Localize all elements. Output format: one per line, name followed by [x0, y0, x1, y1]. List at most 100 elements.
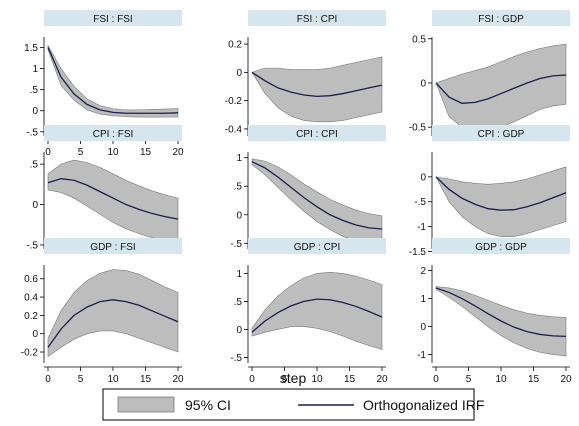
panel-title: CPI : FSI: [93, 129, 134, 140]
irf-line: [435, 74, 567, 104]
x-tick-label: 15: [344, 374, 356, 385]
x-tick-label: 0: [45, 147, 51, 158]
y-tick-label: 0.4: [24, 293, 38, 304]
y-tick-label: 1: [236, 153, 242, 164]
panel-title: GDP : GDP: [475, 242, 527, 253]
panel-title: CPI : CPI: [296, 129, 338, 140]
y-tick-label: 1: [32, 64, 38, 75]
y-tick-label: -0.5: [409, 123, 427, 134]
y-tick-label: -.5: [414, 197, 426, 208]
panel-header: [248, 10, 386, 26]
y-tick-label: 0.2: [24, 311, 38, 322]
irf-line: [47, 299, 179, 348]
y-tick-label: -.5: [230, 353, 242, 364]
y-tick-label: .5: [30, 85, 39, 96]
legend-irf-label: Orthogonalized IRF: [363, 397, 484, 413]
ci-band: [251, 56, 383, 123]
x-tick-label: 0: [45, 374, 51, 385]
panel-header: [432, 238, 570, 254]
panel-header: [432, 10, 570, 26]
y-tick-label: 0: [32, 329, 38, 340]
y-tick-label: 0: [236, 68, 242, 79]
irf-line: [251, 161, 383, 230]
panel-header: [248, 125, 386, 141]
legend-ci-swatch: [117, 396, 175, 413]
y-tick-label: -0.2: [225, 96, 243, 107]
x-tick-label: 0: [249, 374, 255, 385]
y-tick-label: -0.2: [21, 348, 39, 359]
y-tick-label: -0.4: [225, 124, 243, 135]
panel-gdp-cpi: GDP : CPI-.50.510 5 10 15 20: [230, 238, 388, 385]
panel-header: [44, 10, 182, 26]
panel-title: FSI : GDP: [478, 14, 524, 25]
y-tick-label: 2: [420, 266, 426, 277]
y-tick-label: 1.5: [24, 43, 38, 54]
panel-title: FSI : CPI: [297, 14, 338, 25]
x-tick-label: 20: [172, 147, 184, 158]
x-tick-label: 5: [78, 147, 84, 158]
ci-band: [435, 166, 567, 237]
legend-ci-label: 95% CI: [185, 397, 231, 413]
x-axis-label: step: [280, 370, 307, 386]
y-tick-label: 0: [420, 172, 426, 183]
y-tick-label: 0.6: [24, 274, 38, 285]
y-tick-label: -1: [417, 350, 426, 361]
panel-cpi-cpi: CPI : CPI -.5 0 .5 1: [230, 125, 386, 250]
x-tick-label: 0: [433, 374, 439, 385]
x-tick-label: 15: [140, 147, 152, 158]
panel-title: GDP : FSI: [90, 242, 135, 253]
ci-band: [47, 44, 179, 118]
x-tick-label: 20: [172, 374, 184, 385]
irf-line: [251, 298, 383, 333]
y-tick-label: -.5: [26, 240, 38, 251]
y-tick-label: 0: [420, 322, 426, 333]
x-tick-label: 5: [282, 374, 288, 385]
y-tick-label: -.5: [230, 239, 242, 250]
panel-cpi-gdp: CPI : GDP -1.5 -1 -.5 0: [409, 125, 570, 258]
x-tick-label: 5: [78, 374, 84, 385]
y-tick-label: 0: [32, 200, 38, 211]
y-tick-label: 0.2: [228, 40, 242, 51]
ci-band: [47, 269, 179, 358]
y-tick-label: -.5: [26, 127, 38, 138]
panel-gdp-fsi: GDP : FSI -0.2 0 0.2 0.4 0.6 0 5 10 15 20: [21, 238, 184, 385]
y-tick-label: 0.5: [412, 34, 426, 45]
legend: 95% CI Orthogonalized IRF: [102, 388, 484, 421]
ci-band: [251, 271, 383, 350]
x-tick-label: 10: [107, 147, 119, 158]
irf-line: [435, 176, 567, 211]
y-tick-label: .5: [234, 297, 243, 308]
y-tick-label: 1: [420, 294, 426, 305]
irf-line: [251, 71, 383, 98]
y-tick-label: 0: [420, 78, 426, 89]
panel-fsi-cpi: FSI : CPI -0.4 -0.2 0 0.2: [225, 10, 386, 136]
irf-line: [47, 178, 179, 220]
y-tick-label: -1: [417, 222, 426, 233]
ci-band: [47, 159, 179, 243]
panel-title: CPI : GDP: [478, 129, 525, 140]
panel-header: [248, 238, 386, 254]
y-tick-label: -1.5: [409, 247, 427, 258]
x-tick-label: 10: [495, 374, 507, 385]
x-tick-label: 10: [311, 374, 323, 385]
y-tick-label: 0: [32, 106, 38, 117]
panel-title: FSI : FSI: [93, 14, 132, 25]
x-tick-label: 15: [528, 374, 540, 385]
panel-header: [44, 238, 182, 254]
x-tick-label: 10: [107, 374, 119, 385]
panel-header: [44, 125, 182, 141]
irf-line: [435, 287, 567, 338]
x-tick-label: 5: [466, 374, 472, 385]
ci-band: [435, 43, 567, 132]
y-tick-label: 1: [236, 269, 242, 280]
x-tick-label: 20: [376, 374, 388, 385]
y-tick-label: 0: [236, 210, 242, 221]
y-tick-label: .5: [234, 182, 243, 193]
x-tick-label: 20: [560, 374, 572, 385]
panel-cpi-fsi: CPI : FSI -.5 0 .5: [26, 125, 182, 251]
x-tick-label: 15: [140, 374, 152, 385]
panel-fsi-gdp: FSI : GDP -0.5 0 0.5: [409, 10, 570, 136]
